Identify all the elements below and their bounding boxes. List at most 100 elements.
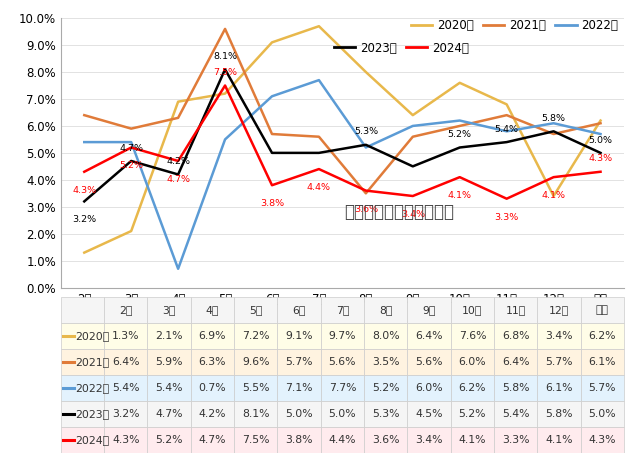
Bar bbox=[277, 323, 321, 349]
Bar bbox=[61, 323, 104, 349]
Text: 2月: 2月 bbox=[119, 305, 132, 315]
Text: 7月: 7月 bbox=[336, 305, 349, 315]
Text: 5.4%: 5.4% bbox=[495, 125, 518, 134]
Bar bbox=[538, 297, 580, 323]
Text: 4.4%: 4.4% bbox=[307, 183, 331, 192]
Text: 2.1%: 2.1% bbox=[156, 331, 183, 341]
Text: 4.1%: 4.1% bbox=[541, 191, 566, 200]
Bar bbox=[451, 297, 494, 323]
Text: 4.1%: 4.1% bbox=[448, 191, 472, 200]
Text: 6.4%: 6.4% bbox=[112, 357, 140, 367]
Text: 7.7%: 7.7% bbox=[329, 383, 356, 393]
Bar bbox=[321, 401, 364, 427]
Text: 6.0%: 6.0% bbox=[415, 383, 443, 393]
Text: 2020年: 2020年 bbox=[75, 331, 109, 341]
Text: 6.4%: 6.4% bbox=[415, 331, 443, 341]
Text: 5.2%: 5.2% bbox=[372, 383, 399, 393]
Text: 9月: 9月 bbox=[422, 305, 436, 315]
Text: 6.0%: 6.0% bbox=[458, 357, 486, 367]
Text: 5.5%: 5.5% bbox=[242, 383, 269, 393]
Text: 4.7%: 4.7% bbox=[198, 435, 226, 445]
Bar bbox=[104, 297, 147, 323]
Bar bbox=[104, 323, 147, 349]
Text: 12月: 12月 bbox=[549, 305, 569, 315]
Bar bbox=[104, 427, 147, 453]
Bar bbox=[147, 401, 191, 427]
Text: 8月: 8月 bbox=[379, 305, 392, 315]
Bar bbox=[61, 401, 104, 427]
Text: 3.6%: 3.6% bbox=[354, 204, 378, 213]
Bar bbox=[364, 297, 408, 323]
Text: 2021年: 2021年 bbox=[75, 357, 109, 367]
Text: 4.4%: 4.4% bbox=[329, 435, 356, 445]
Text: 10月: 10月 bbox=[462, 305, 483, 315]
Bar bbox=[104, 349, 147, 375]
Bar bbox=[234, 349, 277, 375]
Bar bbox=[408, 401, 451, 427]
Text: 3.4%: 3.4% bbox=[415, 435, 443, 445]
Text: 5.6%: 5.6% bbox=[329, 357, 356, 367]
Text: 4.7%: 4.7% bbox=[166, 175, 190, 184]
Bar bbox=[61, 427, 104, 453]
Bar bbox=[580, 375, 624, 401]
Text: 5.0%: 5.0% bbox=[589, 409, 616, 419]
Bar bbox=[191, 401, 234, 427]
Bar bbox=[191, 297, 234, 323]
Text: 5.9%: 5.9% bbox=[156, 357, 183, 367]
Text: 3.3%: 3.3% bbox=[495, 212, 519, 222]
Text: 7.5%: 7.5% bbox=[213, 68, 237, 77]
Text: 8.1%: 8.1% bbox=[242, 409, 269, 419]
Bar bbox=[234, 323, 277, 349]
Bar bbox=[408, 349, 451, 375]
Bar bbox=[451, 349, 494, 375]
Text: 6.2%: 6.2% bbox=[589, 331, 616, 341]
Text: 4月: 4月 bbox=[205, 305, 219, 315]
Bar bbox=[451, 323, 494, 349]
Text: 2023年: 2023年 bbox=[75, 409, 109, 419]
Bar bbox=[234, 375, 277, 401]
Bar bbox=[234, 427, 277, 453]
Bar bbox=[580, 349, 624, 375]
Text: 8.1%: 8.1% bbox=[213, 52, 237, 61]
Bar bbox=[147, 427, 191, 453]
Text: 0.7%: 0.7% bbox=[198, 383, 227, 393]
Text: 6.3%: 6.3% bbox=[198, 357, 226, 367]
Bar bbox=[408, 297, 451, 323]
Text: 5.4%: 5.4% bbox=[156, 383, 183, 393]
Text: 4.3%: 4.3% bbox=[588, 154, 612, 164]
Bar bbox=[364, 401, 408, 427]
Bar bbox=[451, 427, 494, 453]
Text: 4.5%: 4.5% bbox=[415, 409, 443, 419]
Text: 3月: 3月 bbox=[163, 305, 176, 315]
Bar bbox=[364, 427, 408, 453]
Bar bbox=[538, 323, 580, 349]
Text: 汽车行业销售利润率走势: 汽车行业销售利润率走势 bbox=[344, 203, 454, 221]
Bar bbox=[147, 323, 191, 349]
Bar bbox=[494, 323, 538, 349]
Bar bbox=[277, 401, 321, 427]
Text: 5.8%: 5.8% bbox=[545, 409, 573, 419]
Bar bbox=[451, 401, 494, 427]
Bar bbox=[364, 349, 408, 375]
Text: 7.2%: 7.2% bbox=[242, 331, 269, 341]
Text: 4.3%: 4.3% bbox=[72, 186, 97, 195]
Bar bbox=[538, 427, 580, 453]
Text: 5.4%: 5.4% bbox=[502, 409, 529, 419]
Text: 4.7%: 4.7% bbox=[119, 144, 143, 153]
Bar bbox=[580, 401, 624, 427]
Text: 4.3%: 4.3% bbox=[589, 435, 616, 445]
Bar bbox=[61, 297, 104, 323]
Text: 5.2%: 5.2% bbox=[156, 435, 183, 445]
Bar bbox=[321, 375, 364, 401]
Text: 3.8%: 3.8% bbox=[260, 199, 284, 208]
Text: 4.3%: 4.3% bbox=[112, 435, 140, 445]
Text: 3.4%: 3.4% bbox=[401, 210, 425, 219]
Bar bbox=[408, 375, 451, 401]
Bar bbox=[104, 375, 147, 401]
Text: 2024年: 2024年 bbox=[75, 435, 109, 445]
Text: 7.5%: 7.5% bbox=[242, 435, 269, 445]
Text: 4.1%: 4.1% bbox=[545, 435, 573, 445]
Text: 6.1%: 6.1% bbox=[589, 357, 616, 367]
Text: 9.6%: 9.6% bbox=[242, 357, 269, 367]
Text: 5.4%: 5.4% bbox=[112, 383, 140, 393]
